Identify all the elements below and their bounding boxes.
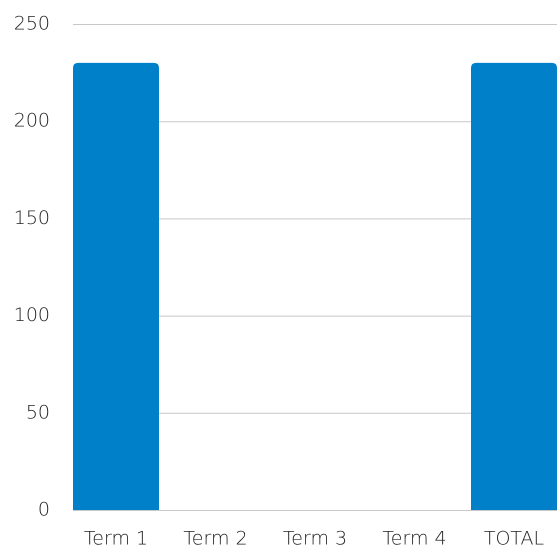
y-tick-label: 250 [14,13,50,35]
y-tick-label: 100 [14,304,50,326]
x-tick-label: Term 1 [84,528,148,550]
x-tick-label: Term 3 [283,528,347,550]
x-tick-label: Term 2 [183,528,247,550]
y-tick-label: 0 [38,499,50,521]
bar [471,62,557,510]
bar [73,62,159,510]
y-tick-label: 200 [14,110,50,132]
x-tick-label: TOTAL [484,528,544,550]
x-tick-label: Term 4 [382,528,446,550]
y-tick-label: 150 [14,207,50,229]
y-tick-label: 50 [26,401,50,423]
